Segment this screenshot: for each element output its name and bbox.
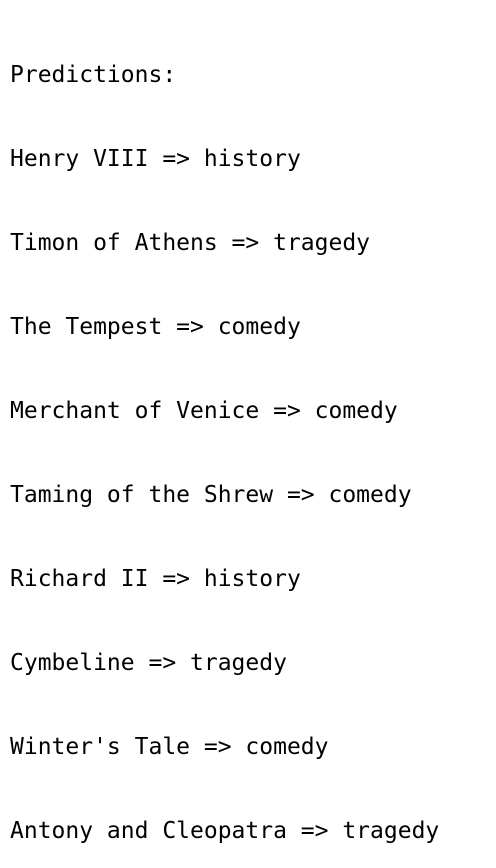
prediction-line: Winter's Tale => comedy	[10, 734, 329, 760]
prediction-line: The Tempest => comedy	[10, 314, 301, 340]
predictions-heading: Predictions:	[10, 62, 177, 88]
prediction-line: Taming of the Shrew => comedy	[10, 482, 412, 508]
prediction-line: Richard II => history	[10, 566, 301, 592]
prediction-line: Timon of Athens => tragedy	[10, 230, 371, 256]
prediction-line: Antony and Cleopatra => tragedy	[10, 818, 440, 844]
prediction-line: Henry VIII => history	[10, 146, 301, 172]
prediction-line: Merchant of Venice => comedy	[10, 398, 398, 424]
terminal-output: Predictions: Henry VIII => history Timon…	[10, 5, 490, 868]
prediction-line: Cymbeline => tragedy	[10, 650, 287, 676]
